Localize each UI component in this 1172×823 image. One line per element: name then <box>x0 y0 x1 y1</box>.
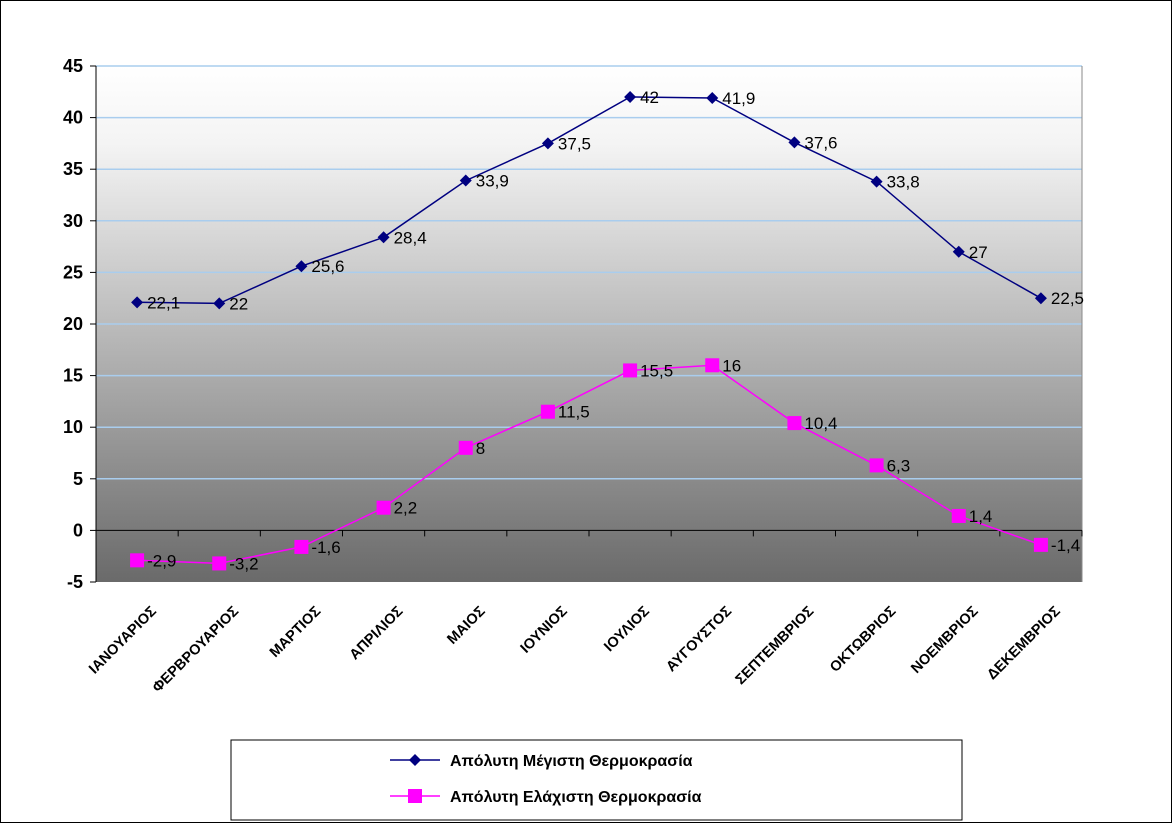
data-point-square <box>376 500 391 515</box>
data-label: -1,6 <box>311 538 340 557</box>
data-label: 2,2 <box>394 499 418 518</box>
x-tick-label: ΑΠΡΙΛΙΟΣ <box>347 603 407 663</box>
data-point-diamond <box>213 297 226 310</box>
y-tick-label: -5 <box>67 572 83 592</box>
data-label: 22 <box>229 294 248 313</box>
data-point-diamond <box>870 175 883 188</box>
data-label: 33,9 <box>476 172 509 191</box>
x-tick-label: ΜΑΡΤΙΟΣ <box>267 603 325 661</box>
y-tick-label: 0 <box>73 520 83 540</box>
data-label: 37,5 <box>558 134 591 153</box>
x-tick-label: ΙΑΝΟΥΑΡΙΟΣ <box>86 603 160 677</box>
y-tick-label: 15 <box>63 366 83 386</box>
data-label: 11,5 <box>558 403 590 422</box>
data-label: 22,5 <box>1051 289 1084 308</box>
x-tick-label: ΟΚΤΩΒΡΙΟΣ <box>827 603 899 675</box>
data-point-diamond <box>952 245 965 258</box>
data-point-diamond <box>459 174 472 187</box>
data-label: 28,4 <box>394 228 427 247</box>
data-point-diamond <box>295 260 308 273</box>
x-tick-label: ΝΟΕΜΒΡΙΟΣ <box>908 603 982 677</box>
data-point-square <box>705 358 720 373</box>
data-label: 41,9 <box>722 89 755 108</box>
data-point-square <box>540 404 555 419</box>
x-tick-label: ΣΕΠΤΕΜΒΡΙΟΣ <box>733 603 818 688</box>
legend-box <box>230 739 963 821</box>
x-tick-label: ΙΟΥΛΙΟΣ <box>601 603 653 655</box>
data-label: 16 <box>722 356 741 375</box>
y-tick-label: 35 <box>63 159 83 179</box>
x-tick-label: ΦΕΡΒΡΟΥΑΡΙΟΣ <box>150 603 243 696</box>
data-point-square <box>787 416 802 431</box>
y-tick-label: 45 <box>63 56 83 76</box>
data-point-diamond <box>706 91 719 104</box>
data-label: -3,2 <box>229 554 258 573</box>
data-point-square <box>951 508 966 523</box>
data-point-diamond <box>131 296 144 309</box>
data-point-square <box>623 363 638 378</box>
series-line-1 <box>137 96 1042 305</box>
x-tick-label: ΜΑΙΟΣ <box>444 603 488 647</box>
data-point-square <box>294 539 309 554</box>
data-label: -2,9 <box>147 551 176 570</box>
data-point-diamond <box>1034 292 1047 305</box>
data-label: 37,6 <box>804 133 837 152</box>
y-tick-label: 10 <box>63 417 83 437</box>
data-point-diamond <box>624 90 637 103</box>
legend-label: Απόλυτη Ελάχιστη Θερμοκρασία <box>450 789 702 806</box>
y-tick-label: 5 <box>73 469 83 489</box>
data-label: 42 <box>640 88 659 107</box>
data-point-square <box>458 440 473 455</box>
data-point-diamond <box>377 231 390 244</box>
y-tick-label: 20 <box>63 314 83 334</box>
data-label: 15,5 <box>640 361 673 380</box>
x-tick-label: ΑΥΓΟΥΣΤΟΣ <box>663 603 735 675</box>
data-point-square <box>130 553 145 568</box>
y-tick-label: 30 <box>63 211 83 231</box>
data-label: -1,4 <box>1051 536 1080 555</box>
data-label: 33,8 <box>887 173 920 192</box>
series-line-2 <box>137 364 1042 565</box>
data-point-diamond <box>788 136 801 149</box>
data-label: 10,4 <box>804 414 837 433</box>
data-label: 27 <box>969 243 988 262</box>
data-label: 8 <box>476 439 485 458</box>
data-point-diamond <box>541 137 554 150</box>
data-label: 22,1 <box>147 293 180 312</box>
data-point-square <box>1033 537 1048 552</box>
legend-label: Απόλυτη Μέγιστη Θερμοκρασία <box>450 753 693 770</box>
data-label: 6,3 <box>887 456 911 475</box>
x-tick-label: ΙΟΥΝΙΟΣ <box>518 603 571 656</box>
y-tick-label: 40 <box>63 108 83 128</box>
legend-marker-square <box>408 789 422 803</box>
data-point-square <box>212 556 227 571</box>
y-tick-label: 25 <box>63 262 83 282</box>
data-label: 25,6 <box>311 257 344 276</box>
x-tick-label: ΔΕΚΕΜΒΡΙΟΣ <box>984 603 1064 683</box>
data-label: 1,4 <box>969 507 993 526</box>
legend-marker-diamond <box>409 754 421 766</box>
data-point-square <box>869 458 884 473</box>
